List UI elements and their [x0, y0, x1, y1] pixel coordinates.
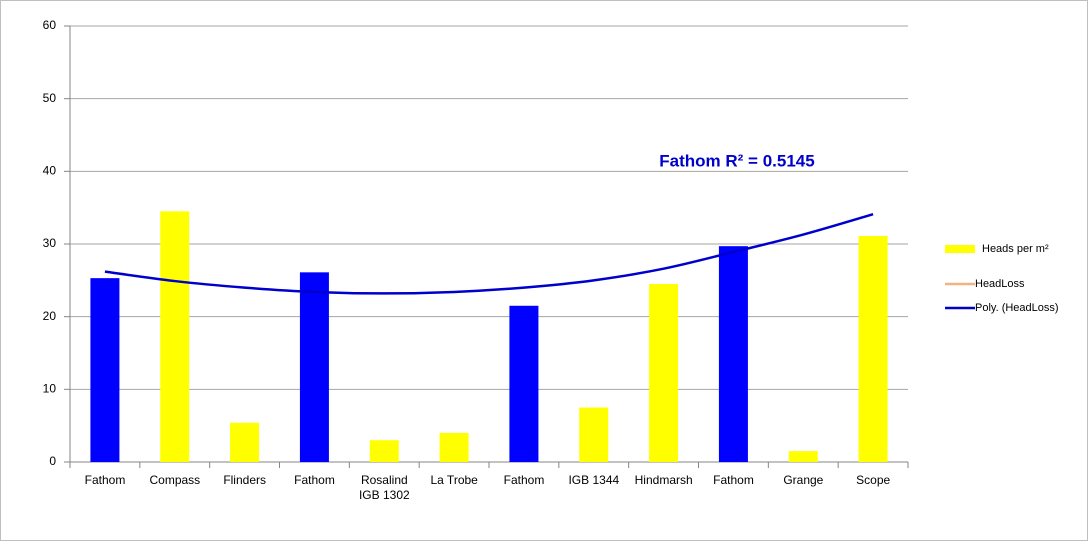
legend-swatch — [945, 245, 975, 253]
bar — [299, 272, 329, 462]
bar — [439, 432, 469, 462]
y-tick-label: 60 — [43, 18, 57, 32]
x-tick-label: IGB 1344 — [568, 473, 620, 487]
y-tick-label: 20 — [43, 309, 57, 323]
legend-label: Poly. (HeadLoss) — [975, 302, 1059, 314]
x-tick-label: Compass — [149, 473, 201, 487]
bar — [649, 283, 679, 462]
y-tick-label: 10 — [43, 382, 57, 396]
bar — [230, 422, 260, 462]
y-tick-label: 30 — [43, 236, 57, 250]
x-tick-label: Fathom — [713, 473, 754, 487]
bar — [160, 211, 190, 462]
bar — [718, 246, 748, 462]
bar — [858, 236, 888, 462]
bar — [90, 278, 120, 462]
bar — [579, 407, 609, 462]
y-tick-label: 40 — [43, 164, 57, 178]
x-tick-label: Fathom — [294, 473, 335, 487]
x-tick-label: Fathom — [503, 473, 545, 487]
x-tick-label: Hindmarsh — [634, 473, 693, 487]
legend-label: HeadLoss — [975, 278, 1025, 290]
bar — [369, 440, 399, 462]
y-tick-label: 50 — [43, 91, 57, 105]
legend-label: Heads per m² — [982, 243, 1049, 255]
x-tick-label: Fathom — [84, 473, 126, 487]
annotation: Fathom R² = 0.5145 — [659, 151, 814, 170]
bar — [788, 451, 818, 462]
bar — [509, 305, 539, 462]
trend-line — [104, 213, 874, 295]
x-tick-label: La Trobe — [430, 473, 478, 487]
x-tick-label: Rosalind IGB 1302 — [358, 473, 410, 502]
x-tick-label: Grange — [783, 473, 824, 487]
y-tick-label: 0 — [49, 454, 56, 468]
x-tick-label: Scope — [856, 473, 891, 487]
x-tick-label: Flinders — [223, 473, 266, 487]
